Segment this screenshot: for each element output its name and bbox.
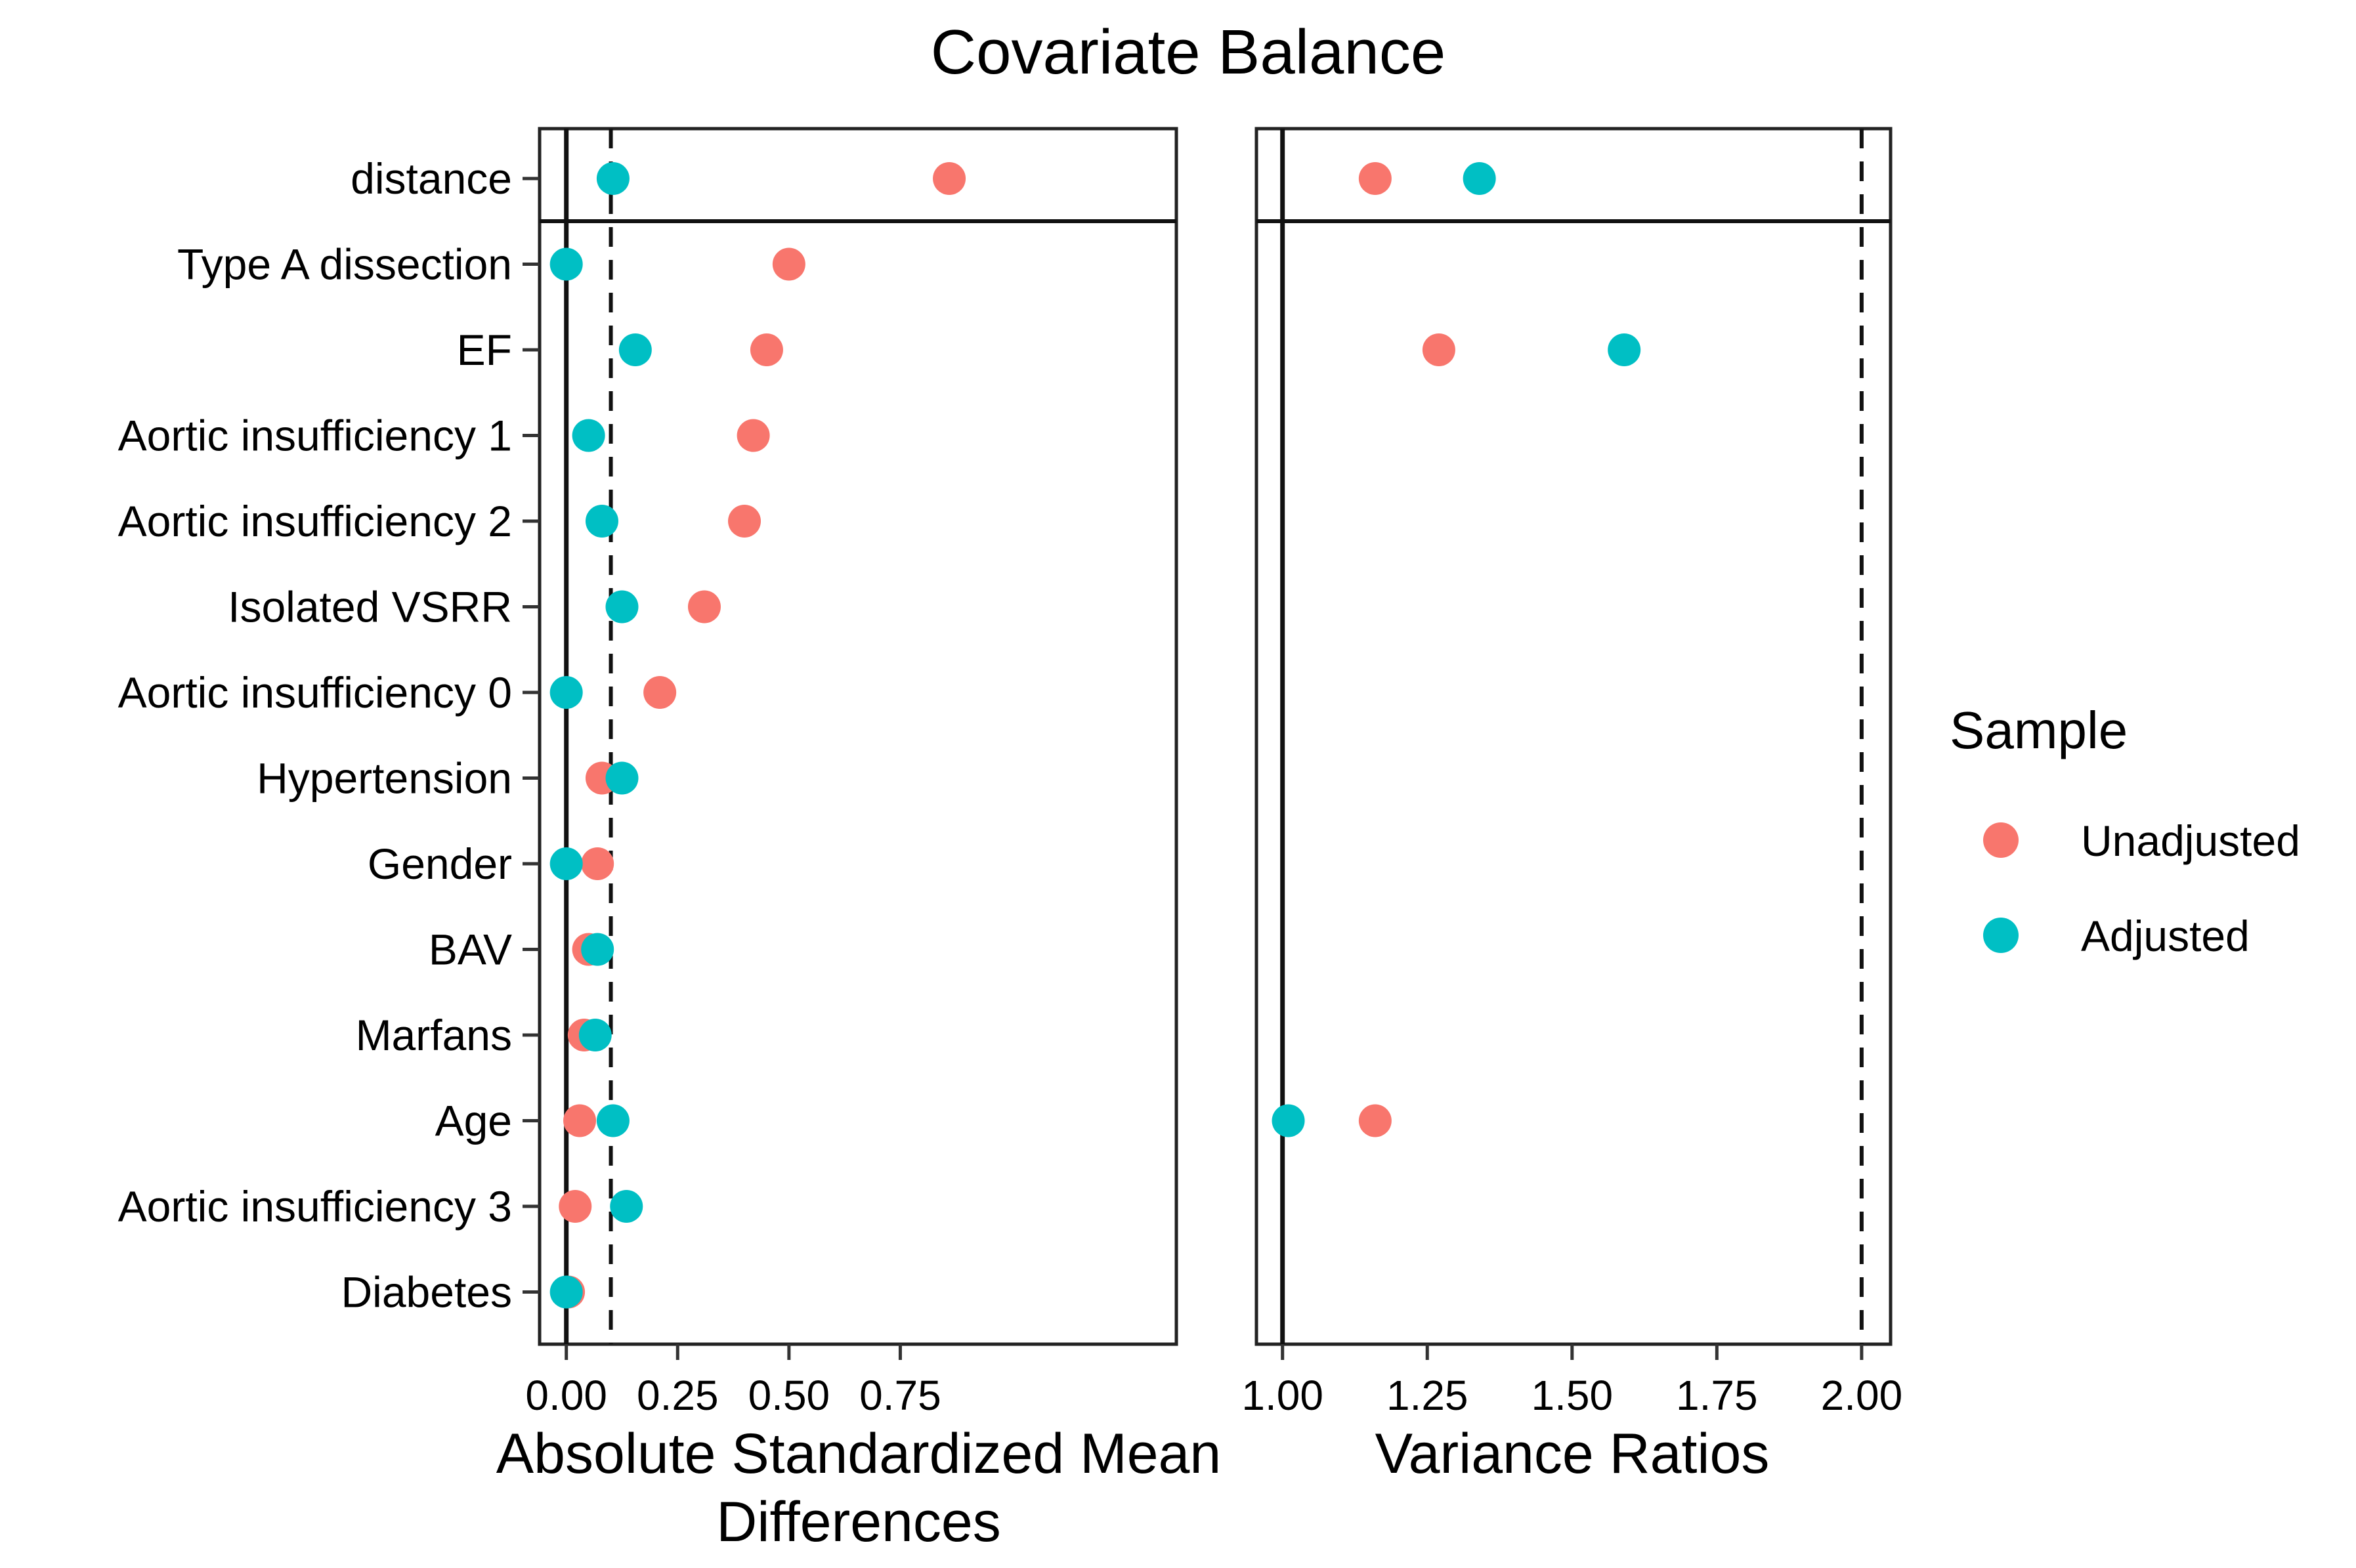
point-adjusted <box>581 933 614 966</box>
point-adjusted <box>549 1275 583 1309</box>
smd-axis-title-line2: Differences <box>716 1491 1000 1554</box>
point-unadjusted <box>728 505 761 538</box>
point-unadjusted <box>643 676 677 709</box>
point-unadjusted <box>933 162 966 195</box>
covariate-label: Type A dissection <box>177 240 512 289</box>
point-unadjusted <box>559 1190 592 1223</box>
point-adjusted <box>549 847 583 880</box>
point-adjusted <box>572 419 605 452</box>
covariate-label: Aortic insufficiency 3 <box>118 1182 512 1231</box>
covariate-label: Age <box>435 1097 512 1145</box>
smd-axis-title-line1: Absolute Standardized Mean <box>496 1422 1221 1485</box>
covariate-label: Hypertension <box>257 754 512 803</box>
covariate-label: Aortic insufficiency 2 <box>118 497 512 545</box>
panel-border <box>538 127 1178 1346</box>
point-adjusted <box>618 333 652 366</box>
legend-label: Adjusted <box>2081 912 2250 960</box>
covariate-label: Marfans <box>356 1011 512 1059</box>
x-tick-label: 1.50 <box>1531 1372 1614 1419</box>
point-adjusted <box>596 162 630 195</box>
variance-ratio-panel: 1.00 1.25 1.50 1.75 2.00 <box>1241 127 1903 1419</box>
covariate-labels: distance Type A dissection EF Aortic insuff… <box>118 154 540 1317</box>
point-unadjusted <box>772 247 805 281</box>
x-tick-label: 0.00 <box>525 1372 607 1419</box>
point-adjusted <box>610 1190 643 1223</box>
covariate-label: Gender <box>368 839 512 888</box>
point-adjusted <box>605 590 639 624</box>
point-adjusted <box>1463 162 1496 195</box>
legend-label: Unadjusted <box>2081 816 2300 865</box>
point-adjusted <box>596 1104 630 1137</box>
chart-title: Covariate Balance <box>931 17 1446 87</box>
point-unadjusted <box>563 1104 597 1137</box>
covariate-label: Aortic insufficiency 1 <box>118 412 512 460</box>
variance-ratio-axis-title: Variance Ratios <box>1375 1422 1770 1485</box>
point-adjusted <box>1272 1104 1305 1137</box>
x-tick-label: 1.00 <box>1241 1372 1323 1419</box>
covariate-label: EF <box>457 326 512 374</box>
point-adjusted <box>585 505 618 538</box>
point-adjusted <box>549 247 583 281</box>
point-adjusted <box>605 761 639 795</box>
x-tick-label: 0.25 <box>637 1372 719 1419</box>
x-tick-label: 2.00 <box>1821 1372 1903 1419</box>
point-adjusted <box>1608 333 1641 366</box>
panel-border <box>1254 127 1893 1346</box>
covariate-label: Aortic insufficiency 0 <box>118 668 512 717</box>
legend-key-unadjusted <box>1983 822 2019 858</box>
x-tick-label: 0.75 <box>859 1372 941 1419</box>
point-adjusted <box>549 676 583 709</box>
covariate-label: Isolated VSRR <box>228 583 512 631</box>
x-tick-label: 1.75 <box>1676 1372 1758 1419</box>
point-unadjusted <box>1358 162 1392 195</box>
x-tick-label: 1.25 <box>1386 1372 1468 1419</box>
point-unadjusted <box>1358 1104 1392 1137</box>
point-adjusted <box>578 1019 612 1051</box>
covariate-label: BAV <box>429 925 512 974</box>
smd-panel: 0.00 0.25 0.50 0.75 <box>525 127 1178 1419</box>
point-unadjusted <box>1422 333 1455 366</box>
point-unadjusted <box>581 847 614 880</box>
covariate-label: Diabetes <box>341 1268 513 1317</box>
point-unadjusted <box>750 333 783 366</box>
x-tick-label: 0.50 <box>748 1372 830 1419</box>
point-unadjusted <box>687 590 721 624</box>
point-unadjusted <box>737 419 770 452</box>
legend: Sample Unadjusted Adjusted <box>1950 701 2300 960</box>
legend-title: Sample <box>1950 701 2128 759</box>
covariate-label: distance <box>351 154 512 203</box>
legend-key-adjusted <box>1983 918 2019 953</box>
